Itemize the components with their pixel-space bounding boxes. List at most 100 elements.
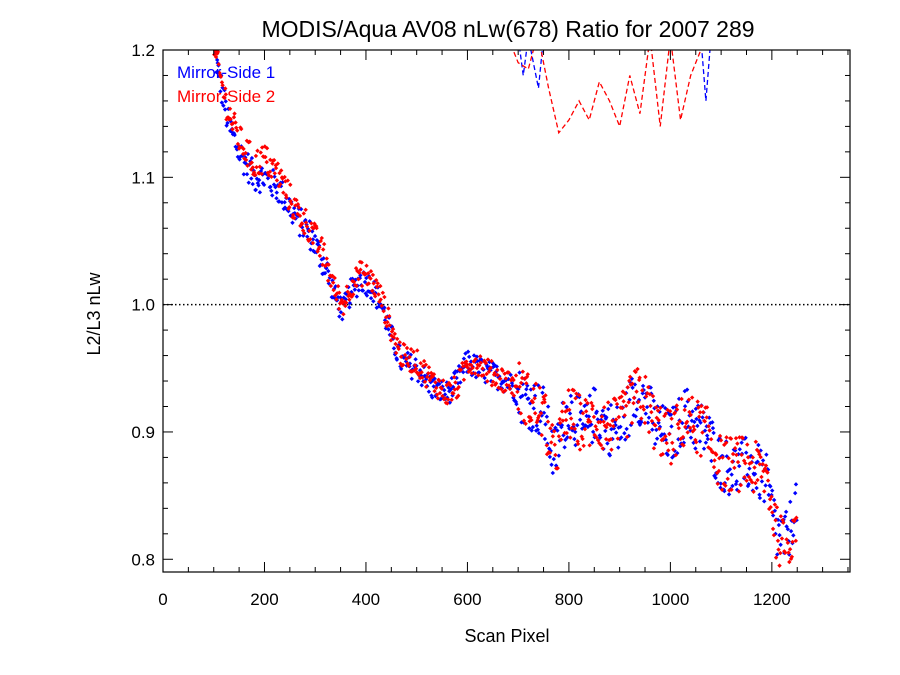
data-point (670, 455, 675, 460)
data-point (646, 429, 652, 435)
data-point (614, 401, 620, 407)
data-point (382, 294, 387, 300)
plot-frame (162, 49, 851, 573)
data-point (631, 413, 636, 418)
legend-label-2: Mirror-Side 2 (177, 87, 275, 106)
data-point (527, 426, 532, 431)
data-point (619, 435, 624, 440)
data-point (639, 416, 644, 421)
data-point (288, 182, 293, 187)
data-point (302, 231, 307, 236)
data-point (643, 374, 648, 380)
data-point (636, 399, 641, 405)
data-point (312, 233, 318, 239)
data-point (422, 379, 428, 384)
data-point (227, 106, 233, 111)
data-point (474, 365, 480, 371)
data-point (372, 294, 378, 299)
data-point (289, 201, 294, 207)
data-point (565, 407, 570, 413)
data-point (514, 401, 519, 407)
data-point (517, 370, 522, 375)
data-point (255, 148, 260, 153)
data-point (577, 393, 582, 398)
data-point (723, 483, 728, 488)
data-point (785, 527, 791, 532)
data-point (590, 429, 596, 435)
data-point (600, 446, 605, 451)
data-point (776, 547, 781, 552)
legend: Mirror-Side 1 Mirror-Side 2 (177, 63, 275, 106)
data-point (543, 393, 548, 398)
data-point (541, 385, 546, 390)
data-point (218, 74, 224, 79)
data-point (786, 550, 791, 555)
y-tick-label: 1.1 (131, 168, 155, 187)
data-point (662, 432, 667, 437)
data-point (266, 172, 271, 178)
data-point (779, 536, 785, 541)
data-point (453, 380, 458, 385)
data-point (279, 168, 284, 173)
data-point (606, 406, 611, 412)
data-point (588, 419, 593, 425)
data-point (768, 504, 773, 510)
data-point (254, 164, 259, 170)
data-point (657, 426, 662, 431)
data-point (645, 420, 651, 425)
data-point (219, 80, 225, 85)
data-point (624, 426, 629, 432)
data-point (264, 159, 269, 165)
y-tick-label: 0.9 (131, 423, 155, 442)
data-point (609, 447, 614, 452)
data-point (704, 433, 710, 438)
data-point (440, 393, 445, 399)
data-point (419, 370, 424, 375)
data-point (773, 531, 778, 537)
data-point (552, 442, 557, 447)
data-point (621, 414, 627, 419)
data-point (303, 207, 308, 212)
data-point (793, 517, 798, 522)
data-point (593, 424, 598, 429)
data-point (431, 372, 437, 377)
data-point (737, 435, 742, 440)
data-point (520, 381, 526, 387)
data-point (622, 413, 627, 418)
data-point (613, 417, 619, 422)
data-point (521, 418, 527, 423)
data-point (563, 417, 569, 423)
data-point (530, 400, 536, 405)
data-point (465, 365, 470, 370)
data-point (536, 413, 542, 419)
data-point (787, 559, 792, 565)
data-point (753, 439, 759, 444)
data-point (735, 441, 740, 446)
data-point (273, 165, 279, 171)
data-point (782, 514, 788, 519)
data-point (535, 415, 541, 421)
data-point (580, 436, 585, 442)
data-point (692, 427, 697, 432)
data-point (749, 460, 754, 465)
data-point (757, 495, 763, 501)
series-1-dashed-line (519, 50, 717, 101)
data-point (716, 468, 722, 474)
data-point (583, 423, 588, 428)
data-point (333, 284, 338, 289)
data-point (434, 385, 439, 391)
data-point (573, 429, 578, 435)
data-point (608, 436, 614, 442)
data-point (622, 431, 627, 436)
data-point (211, 33, 215, 37)
data-point (364, 263, 369, 268)
data-point (279, 200, 285, 205)
data-point (660, 451, 665, 457)
data-point (525, 372, 531, 377)
data-point (296, 205, 302, 210)
data-point (553, 463, 559, 468)
data-point (235, 141, 241, 147)
data-point (470, 365, 475, 371)
data-point (441, 378, 446, 383)
